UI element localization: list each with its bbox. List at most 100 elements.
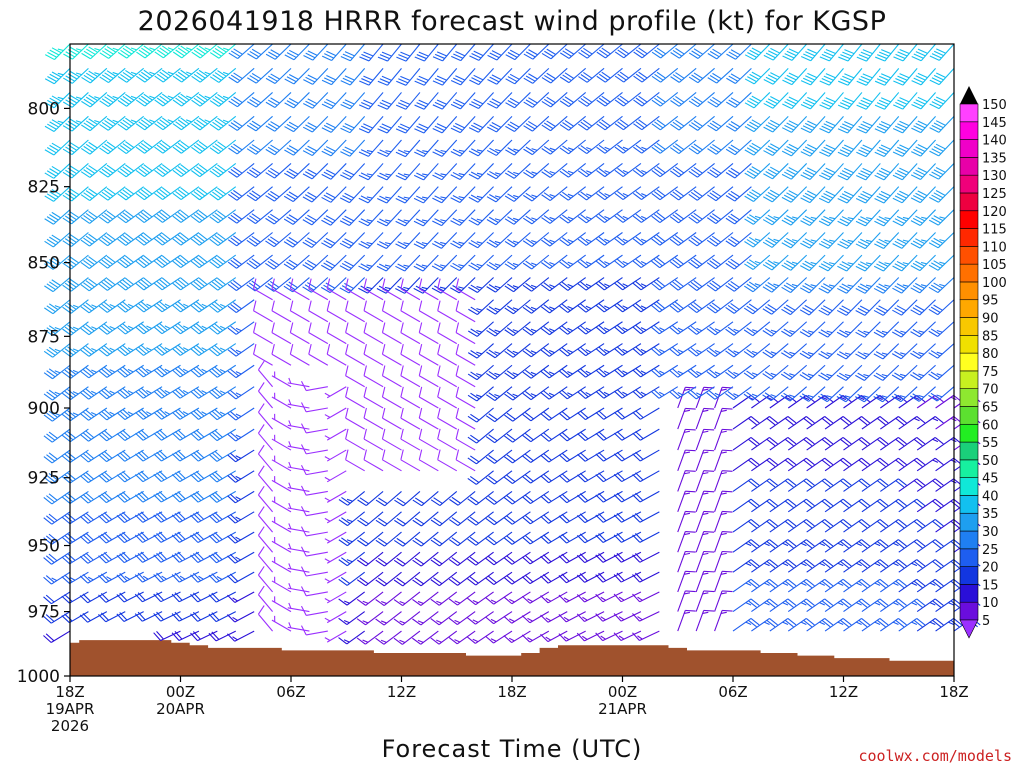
wind-barb: [340, 67, 366, 86]
wind-barb: [80, 364, 108, 379]
wind-barb: [135, 277, 163, 291]
wind-barb: [393, 630, 421, 645]
wind-barb: [677, 550, 696, 573]
wind-barb: [824, 539, 852, 553]
wind-barb: [257, 485, 274, 513]
wind-barb: [892, 209, 918, 227]
wind-barb: [377, 163, 402, 181]
wind-barb: [377, 43, 402, 62]
wind-barb: [632, 186, 660, 201]
wind-barbs: [43, 43, 981, 645]
wind-barb: [98, 232, 126, 247]
wind-barb: [688, 163, 715, 178]
wind-barb: [732, 498, 760, 513]
wind-barb: [414, 139, 439, 158]
wind-barb: [695, 449, 715, 471]
wind-barb: [818, 386, 844, 403]
wind-barb: [308, 278, 329, 301]
wind-barb: [448, 611, 476, 625]
wind-barb: [861, 457, 889, 472]
wind-barb: [916, 498, 944, 513]
wind-barb: [677, 490, 696, 513]
wind-barb: [819, 43, 844, 62]
colorbar-swatch: [959, 370, 979, 389]
wind-barb: [651, 232, 679, 246]
wind-barb: [632, 163, 660, 177]
wind-barb: [116, 407, 144, 421]
wind-barb: [257, 403, 274, 430]
wind-barb: [395, 139, 421, 158]
wind-barb: [338, 611, 365, 626]
wind-barb: [437, 365, 458, 388]
colorbar-swatch: [959, 406, 979, 425]
wind-barb: [806, 478, 834, 492]
wind-barb: [357, 531, 384, 547]
colorbar-swatch: [959, 566, 979, 585]
wind-barb: [651, 209, 679, 224]
wind-barb: [596, 163, 623, 178]
chart-title: 2026041918 HRRR forecast wind profile (k…: [138, 6, 887, 37]
wind-barb: [171, 490, 200, 503]
wind-barb: [861, 598, 889, 613]
wind-barb: [780, 386, 808, 402]
wind-barb: [393, 571, 421, 587]
wind-barb: [80, 232, 108, 247]
wind-barb: [487, 67, 513, 85]
wind-barb: [614, 254, 642, 269]
wind-barb: [836, 299, 863, 316]
wind-barb: [468, 277, 494, 293]
wind-barb: [677, 530, 696, 553]
wind-barb: [614, 299, 642, 313]
wind-barb: [504, 186, 531, 202]
wind-barb: [892, 277, 918, 294]
wind-barb: [523, 115, 550, 132]
wind-barb: [898, 457, 926, 472]
wind-barb: [521, 551, 550, 565]
wind-barb: [116, 511, 144, 524]
wind-barb: [632, 449, 660, 462]
wind-barb: [468, 139, 494, 157]
wind-barb: [116, 591, 144, 603]
wind-barb: [787, 498, 815, 513]
wind-barb: [558, 531, 586, 544]
wind-barb: [751, 519, 778, 533]
wind-barb: [284, 115, 310, 133]
wind-barb: [911, 43, 937, 62]
wind-barb: [116, 449, 144, 462]
wind-barb: [806, 457, 834, 472]
wind-barb: [345, 407, 365, 430]
wind-barb: [613, 470, 642, 483]
wind-barb: [154, 43, 181, 59]
wind-barb: [909, 386, 936, 402]
wind-barb: [154, 163, 181, 177]
wind-barb: [744, 209, 771, 225]
wind-barb: [706, 386, 734, 400]
wind-barb: [394, 490, 421, 507]
wind-barb: [153, 209, 181, 223]
wind-barb: [300, 506, 328, 517]
wind-barb: [769, 559, 797, 573]
wind-barb: [376, 277, 402, 294]
wind-barb: [486, 163, 513, 180]
wind-barb: [613, 428, 642, 441]
wind-barb: [935, 498, 963, 513]
wind-barb: [706, 299, 734, 314]
wind-barb: [449, 490, 476, 506]
wind-barb: [80, 186, 108, 201]
wind-barb: [714, 530, 733, 553]
x-tick-date: 21APR: [598, 700, 647, 718]
wind-barb: [818, 277, 844, 294]
wind-barb: [153, 407, 181, 420]
wind-barb: [613, 551, 642, 563]
x-tick-label: 18Z: [55, 683, 84, 701]
wind-barb: [117, 43, 145, 59]
wind-barb: [467, 571, 494, 586]
wind-barb: [787, 457, 815, 472]
wind-barb: [824, 519, 852, 533]
wind-barb: [400, 322, 421, 345]
wind-barb: [468, 186, 494, 203]
wind-barb: [117, 299, 144, 313]
wind-barb: [430, 490, 458, 506]
wind-barb: [670, 43, 697, 59]
wind-barb: [80, 470, 108, 484]
